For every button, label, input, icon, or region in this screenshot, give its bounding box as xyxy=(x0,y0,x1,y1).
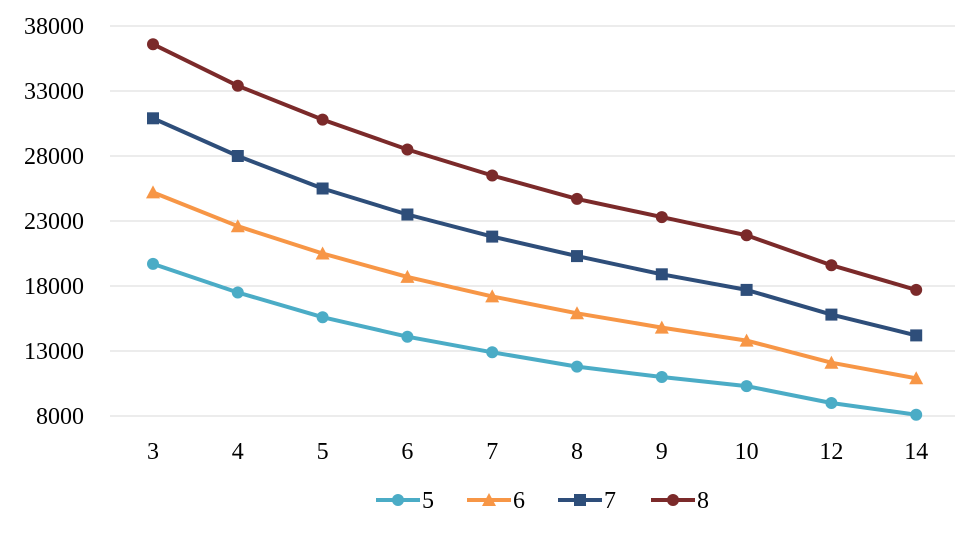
data-point-5 xyxy=(486,346,499,359)
y-axis-tick-labels: 8000 13000 18000 23000 28000 33000 38000 xyxy=(24,14,84,430)
x-tick-label: 7 xyxy=(486,439,498,465)
data-point-8 xyxy=(655,211,668,224)
series-5 xyxy=(147,257,923,421)
data-point-5 xyxy=(401,330,414,343)
x-tick-label: 4 xyxy=(232,439,244,465)
data-point-8 xyxy=(910,283,923,296)
y-tick-label: 33000 xyxy=(24,79,84,105)
data-point-8 xyxy=(231,79,244,92)
y-tick-label: 28000 xyxy=(24,144,84,170)
y-tick-label: 23000 xyxy=(24,209,84,235)
series-group xyxy=(146,38,924,421)
data-point-7 xyxy=(655,268,668,281)
data-point-7 xyxy=(910,329,923,342)
data-point-6 xyxy=(485,289,500,303)
x-tick-label: 9 xyxy=(656,439,668,465)
data-point-7 xyxy=(316,182,329,195)
data-point-8 xyxy=(486,169,499,182)
data-point-5 xyxy=(825,397,838,409)
legend-marker xyxy=(482,493,496,506)
x-tick-label: 8 xyxy=(571,439,583,465)
data-point-5 xyxy=(231,286,244,299)
series-line-6 xyxy=(151,190,919,381)
data-point-8 xyxy=(316,113,329,126)
y-tick-label: 38000 xyxy=(24,14,84,40)
legend-marker xyxy=(574,494,586,506)
x-tick-label: 6 xyxy=(401,439,413,465)
x-tick-label: 10 xyxy=(735,439,759,465)
data-point-6 xyxy=(146,185,160,199)
legend-marker xyxy=(667,494,679,506)
legend: 5 6 7 8 xyxy=(376,488,709,514)
data-point-8 xyxy=(147,38,159,51)
series-line-8 xyxy=(151,42,919,292)
data-point-6 xyxy=(654,320,669,334)
data-point-5 xyxy=(316,311,329,324)
data-point-8 xyxy=(825,259,838,272)
legend-marker xyxy=(392,494,404,506)
data-point-7 xyxy=(825,308,838,321)
data-point-6 xyxy=(909,371,924,385)
legend-label: 5 xyxy=(422,488,434,514)
legend-item-8: 8 xyxy=(651,488,709,514)
x-tick-label: 5 xyxy=(317,439,329,465)
data-point-7 xyxy=(571,250,583,263)
data-point-6 xyxy=(230,219,245,233)
data-point-6 xyxy=(570,306,584,320)
data-point-5 xyxy=(147,257,159,270)
data-point-5 xyxy=(571,360,583,373)
legend-label: 7 xyxy=(604,488,616,514)
data-point-6 xyxy=(315,246,330,260)
data-point-5 xyxy=(740,380,753,393)
data-point-8 xyxy=(740,229,753,242)
x-axis-tick-labels: 3 4 5 6 7 8 9 10 12 14 xyxy=(147,439,928,465)
data-point-6 xyxy=(400,269,415,283)
legend-label: 6 xyxy=(513,488,525,514)
data-point-6 xyxy=(739,333,754,347)
series-7 xyxy=(147,112,923,342)
y-tick-label: 18000 xyxy=(24,274,84,300)
legend-label: 8 xyxy=(697,488,709,514)
data-point-7 xyxy=(740,283,753,296)
data-point-8 xyxy=(571,192,583,205)
series-line-5 xyxy=(151,261,919,417)
data-point-8 xyxy=(401,143,414,156)
y-tick-label: 8000 xyxy=(36,404,84,430)
data-point-5 xyxy=(655,371,668,383)
data-point-7 xyxy=(231,150,244,162)
series-line-7 xyxy=(151,116,919,338)
data-point-5 xyxy=(910,408,923,421)
legend-item-7: 7 xyxy=(558,488,616,514)
series-8 xyxy=(147,38,923,296)
x-tick-label: 3 xyxy=(147,439,159,465)
legend-item-5: 5 xyxy=(376,488,434,514)
legend-item-6: 6 xyxy=(467,488,525,514)
y-tick-label: 13000 xyxy=(24,339,84,365)
series-6 xyxy=(146,185,924,385)
x-tick-label: 12 xyxy=(819,439,843,465)
data-point-7 xyxy=(147,112,159,125)
data-point-7 xyxy=(401,208,414,221)
data-point-7 xyxy=(486,230,499,243)
data-point-6 xyxy=(824,355,839,369)
x-tick-label: 14 xyxy=(904,439,928,465)
